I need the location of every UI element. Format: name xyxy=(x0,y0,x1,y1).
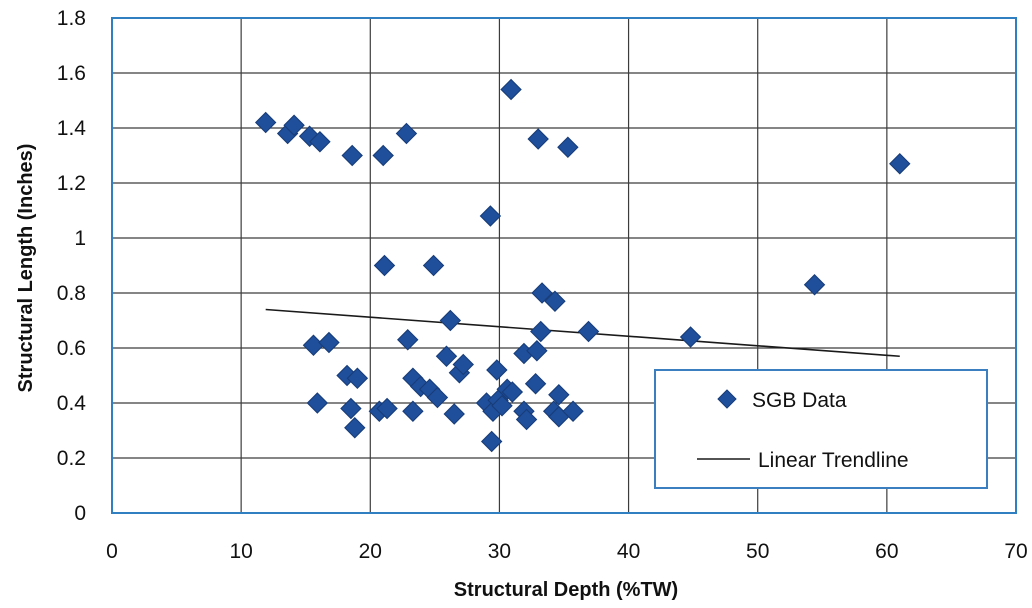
data-point xyxy=(486,359,508,381)
y-axis-tick-labels: 0 0.2 0.4 0.6 0.8 1 1.2 1.4 1.6 1.8 xyxy=(57,7,87,525)
data-point xyxy=(283,114,305,136)
data-point xyxy=(527,128,549,150)
y-axis-title: Structural Length (Inches) xyxy=(15,144,37,393)
data-point xyxy=(402,400,424,422)
y-tick-label: 0.6 xyxy=(57,337,86,360)
data-point xyxy=(395,122,418,145)
data-point xyxy=(500,78,522,101)
data-point xyxy=(298,125,321,147)
data-point xyxy=(346,367,369,389)
data-point xyxy=(562,400,584,422)
data-point xyxy=(557,136,579,158)
legend-label-sgb-data: SGB Data xyxy=(752,389,847,412)
data-point xyxy=(318,331,340,354)
data-point xyxy=(452,353,474,376)
data-point xyxy=(254,111,277,134)
legend-diamond-marker-icon xyxy=(717,389,737,409)
data-point xyxy=(501,381,524,403)
data-point xyxy=(679,326,702,348)
data-point xyxy=(491,395,513,417)
data-point xyxy=(443,403,465,425)
data-point xyxy=(577,320,600,343)
y-tick-label: 1.6 xyxy=(57,62,86,85)
x-tick-label: 60 xyxy=(875,540,898,563)
data-point xyxy=(426,386,449,409)
x-tick-label: 70 xyxy=(1004,540,1027,563)
x-tick-label: 0 xyxy=(106,540,118,563)
y-tick-label: 1.4 xyxy=(57,117,87,140)
data-point xyxy=(373,254,396,277)
x-tick-label: 50 xyxy=(746,540,769,563)
data-point xyxy=(341,144,363,167)
data-point xyxy=(376,397,398,420)
data-point xyxy=(306,392,329,414)
y-tick-label: 0 xyxy=(74,502,86,525)
plot-area-border xyxy=(111,17,1017,514)
data-point xyxy=(526,340,548,362)
data-point xyxy=(803,274,826,296)
data-point xyxy=(372,144,394,167)
x-tick-label: 20 xyxy=(359,540,382,563)
data-point xyxy=(479,205,502,227)
x-tick-label: 30 xyxy=(488,540,511,563)
data-point xyxy=(397,329,419,351)
data-point xyxy=(344,417,366,439)
y-tick-label: 0.4 xyxy=(57,392,87,415)
y-tick-label: 1.8 xyxy=(57,7,86,30)
data-point xyxy=(889,153,911,175)
legend-label-linear-trendline: Linear Trendline xyxy=(758,449,909,472)
y-tick-label: 0.2 xyxy=(57,447,86,470)
data-point xyxy=(340,397,362,420)
data-point xyxy=(435,345,458,367)
data-point xyxy=(530,320,552,343)
data-point xyxy=(422,254,445,277)
x-tick-label: 40 xyxy=(617,540,640,563)
data-points xyxy=(254,78,911,453)
data-point xyxy=(531,282,553,304)
y-tick-label: 1 xyxy=(74,227,86,250)
data-point xyxy=(524,373,547,395)
data-point xyxy=(544,290,566,312)
x-tick-label: 10 xyxy=(229,540,252,563)
legend-box xyxy=(654,369,988,489)
data-point xyxy=(548,384,570,406)
data-point xyxy=(480,430,503,453)
legend: SGB Data Linear Trendline xyxy=(654,369,988,489)
x-axis-tick-labels: 0 10 20 30 40 50 60 70 xyxy=(106,540,1028,563)
data-point xyxy=(439,309,462,332)
data-point xyxy=(309,131,331,153)
data-point xyxy=(515,408,538,431)
x-axis-title: Structural Depth (%TW) xyxy=(454,579,678,601)
y-tick-label: 0.8 xyxy=(57,282,86,305)
data-point xyxy=(302,334,325,356)
y-tick-label: 1.2 xyxy=(57,172,86,195)
